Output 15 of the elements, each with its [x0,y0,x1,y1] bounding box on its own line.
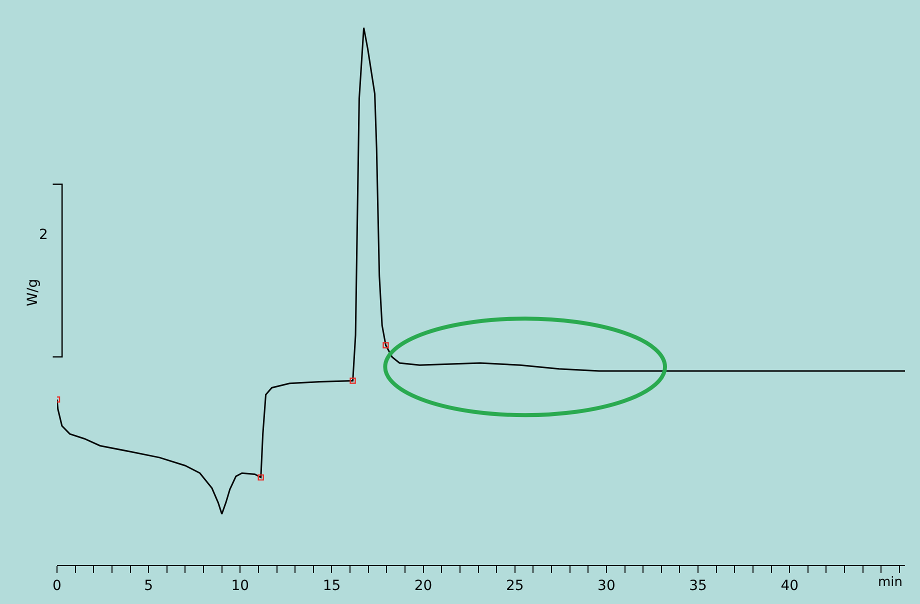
x-tick-label: 35 [689,578,707,594]
point [258,474,264,481]
x-tick-label: 20 [414,578,432,594]
point [350,378,356,384]
x-axis-title: min [878,575,903,590]
x-tick-label: 25 [506,578,524,594]
x-tick-label: 10 [231,578,250,594]
y-axis-title: W/g [25,278,42,306]
x-tick-label: 0 [52,578,62,594]
x-tick-label: 5 [144,578,154,594]
text: 2 [39,227,48,243]
x-tick-label: 40 [780,578,799,594]
x-tick-label: 15 [322,578,341,594]
point [382,342,389,348]
x-tick-label: 30 [598,578,616,594]
